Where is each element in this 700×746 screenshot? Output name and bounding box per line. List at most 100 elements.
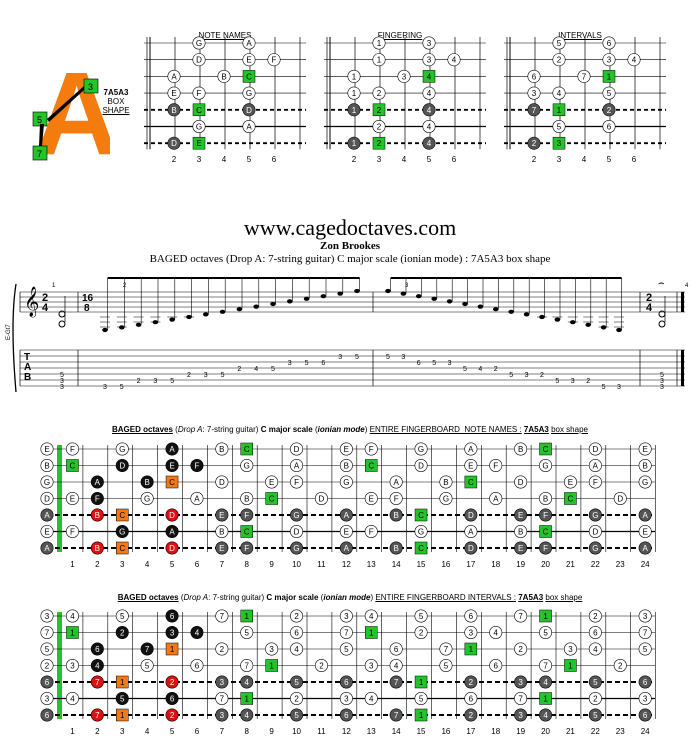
score-run: 3 5 2 3 5 2 3 5 2 4 5 3 5 6 3 5	[100, 277, 360, 391]
small-note-marker	[552, 53, 566, 67]
note-label: 7	[95, 678, 100, 687]
note-marker	[90, 491, 104, 505]
note-marker	[265, 642, 279, 656]
fret-number: 22	[591, 727, 600, 736]
fb1-title-e: C major scale	[260, 425, 313, 434]
note-marker	[115, 442, 129, 456]
note-marker	[90, 508, 104, 522]
note-label: 4	[294, 645, 299, 654]
open-string-marker	[40, 625, 54, 639]
small-note-marker	[422, 136, 436, 150]
note-label: 6	[394, 645, 399, 654]
small-fret-number: 3	[377, 155, 382, 164]
note-label: 3	[344, 695, 349, 704]
note-label: B	[393, 511, 398, 520]
note-marker	[638, 708, 652, 722]
small-fret-number: 5	[607, 155, 612, 164]
note-marker	[563, 475, 577, 489]
note-label: 3	[170, 629, 175, 638]
note-marker	[588, 708, 602, 722]
note-marker	[464, 609, 478, 623]
site-title[interactable]: www.cagedoctaves.com	[243, 215, 457, 240]
note-marker	[115, 458, 129, 472]
note-marker	[464, 708, 478, 722]
note-marker	[414, 692, 428, 706]
small-note-label: A	[171, 72, 177, 81]
note-marker	[65, 525, 79, 539]
note-marker	[215, 442, 229, 456]
root-marker-box	[116, 508, 129, 522]
open-string-label: 2	[45, 662, 50, 671]
small-fret-number: 5	[247, 155, 252, 164]
note-label: 7	[543, 662, 548, 671]
note-label: 7	[145, 645, 150, 654]
note-label: 4	[245, 678, 250, 687]
small-note-label: 3	[532, 89, 537, 98]
tab-fret-number: 5	[305, 360, 309, 367]
note-marker	[314, 658, 328, 672]
note-label: B	[219, 445, 224, 454]
small-note-label: 1	[377, 39, 382, 48]
note-marker	[514, 642, 528, 656]
note-label: C	[568, 495, 574, 504]
fret-number: 24	[641, 727, 650, 736]
open-string-marker	[40, 642, 54, 656]
tab-fret-number: 5	[660, 372, 664, 379]
tab-letter: T	[24, 352, 30, 363]
note-marker	[514, 675, 528, 689]
note-label: 7	[344, 629, 349, 638]
note-marker	[290, 541, 304, 555]
fret-number: 1	[70, 727, 75, 736]
note-marker	[240, 675, 254, 689]
root-marker	[240, 609, 253, 623]
note-marker	[588, 642, 602, 656]
note-marker	[539, 458, 553, 472]
small-root-marker	[552, 136, 566, 150]
diagram-title-notes: NOTE NAMES	[198, 31, 252, 40]
tab-fret-number: 3	[103, 384, 107, 391]
tab-fret-number: 3	[60, 384, 64, 391]
logo-box-bot-label: 7	[37, 149, 42, 159]
tab-fret-number: 4	[478, 366, 482, 373]
fret-number: 17	[466, 560, 475, 569]
fret-number: 23	[616, 560, 625, 569]
note-marker	[115, 692, 129, 706]
note-label: D	[319, 495, 325, 504]
note-label: 3	[220, 711, 225, 720]
small-root-marker	[372, 136, 386, 150]
small-fret-number: 2	[532, 155, 537, 164]
note-label: B	[344, 462, 349, 471]
small-note-label: 4	[427, 89, 432, 98]
note-marker	[539, 675, 553, 689]
tab-fret-number: 5	[271, 366, 275, 373]
small-note-marker	[347, 69, 361, 83]
score-note	[287, 299, 293, 304]
fb1-title-b: (	[175, 425, 178, 434]
note-label: E	[269, 478, 274, 487]
note-marker	[364, 491, 378, 505]
note-marker	[588, 525, 602, 539]
note-label: D	[119, 462, 125, 471]
root-marker	[464, 642, 478, 656]
open-string-marker	[40, 442, 54, 456]
small-note-marker	[167, 86, 181, 100]
tab-fret-number: 5	[463, 366, 467, 373]
small-fret-number: 2	[352, 155, 357, 164]
fret-number: 9	[269, 727, 274, 736]
treble-clef: 𝄞	[24, 286, 39, 318]
end-time-sig-bottom: 4	[646, 302, 653, 314]
small-note-label: D	[246, 106, 252, 115]
score-note	[385, 288, 391, 294]
note-marker	[514, 609, 528, 623]
note-label: 4	[543, 711, 548, 720]
small-note-marker	[242, 120, 256, 134]
small-diagram-1: 1 3 1 3 4 1 3 4 1 2 4 1 2 4 2 4 1 2 4 2 3 4 5 6	[324, 36, 486, 164]
note-label: 6	[170, 695, 175, 704]
note-label: C	[269, 495, 275, 504]
tab-fret-number: 3	[525, 372, 529, 379]
small-root-marker	[242, 70, 256, 83]
note-marker	[514, 541, 528, 555]
note-marker	[65, 491, 79, 505]
small-note-label: 2	[532, 139, 537, 148]
tab-fret-number: 2	[137, 378, 141, 385]
